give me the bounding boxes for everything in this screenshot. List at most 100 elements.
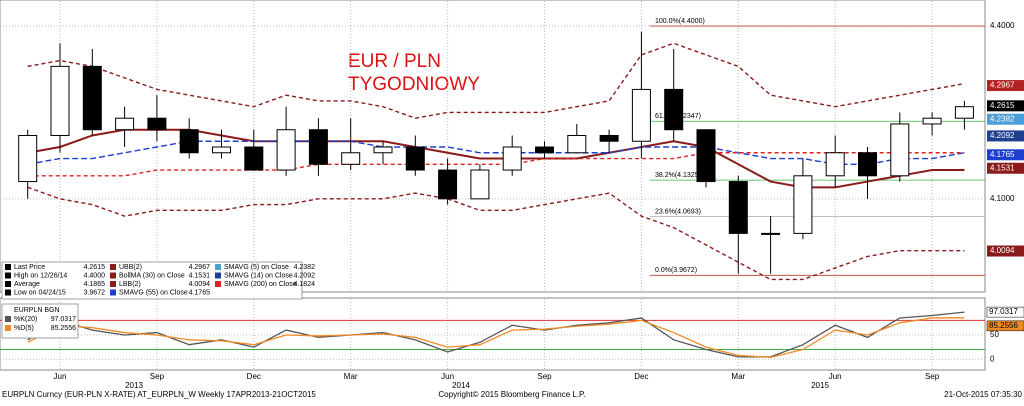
footer-right: 21-Oct-2015 07:35:30 bbox=[944, 390, 1022, 399]
legend-value: 4.2092 bbox=[294, 272, 316, 279]
legend-name: %K(20) bbox=[14, 316, 37, 323]
candle-body bbox=[922, 117, 942, 125]
candle-body bbox=[276, 129, 296, 171]
candle-body bbox=[502, 146, 522, 171]
fib-label: 100.0%(4.4000) bbox=[655, 18, 705, 25]
x-tick-label: Jun bbox=[829, 372, 842, 381]
annotation: EUR / PLN bbox=[348, 51, 441, 72]
legend-value: 4.1865 bbox=[84, 281, 106, 288]
x-tick-label: Jun bbox=[441, 372, 454, 381]
legend-swatch bbox=[5, 272, 11, 279]
price-tag-label: 4.1531 bbox=[990, 163, 1015, 172]
candle-body bbox=[761, 232, 781, 235]
price-tag-label: 4.2615 bbox=[990, 101, 1015, 110]
value-tag-label: 85.2556 bbox=[989, 321, 1018, 330]
candle-body bbox=[793, 175, 813, 234]
legend-swatch bbox=[215, 264, 221, 270]
candle-body bbox=[405, 146, 425, 171]
value-tag bbox=[986, 320, 1024, 332]
candle-body bbox=[599, 134, 619, 142]
legend-swatch bbox=[5, 289, 11, 296]
candle-body bbox=[179, 129, 199, 154]
legend-swatch bbox=[110, 264, 116, 270]
candle-body bbox=[82, 65, 102, 131]
annotation: TYGODNIOWY bbox=[348, 74, 480, 95]
x-tick-label: Mar bbox=[344, 372, 358, 381]
y-tick-label: 4.1000 bbox=[990, 194, 1015, 203]
legend-swatch bbox=[5, 316, 11, 322]
x-tick-label: Sep bbox=[537, 372, 552, 381]
candle-body bbox=[954, 106, 974, 119]
price-tag-label: 4.2092 bbox=[990, 131, 1015, 140]
indicator-line bbox=[27, 186, 965, 281]
candle-body bbox=[438, 169, 458, 200]
year-label: 2013 bbox=[125, 381, 143, 390]
candle-body bbox=[567, 134, 587, 154]
price-tag bbox=[987, 100, 1024, 112]
indicator-line bbox=[27, 152, 965, 177]
legend-name: High on 12/26/14 bbox=[14, 272, 67, 279]
stochastic-line bbox=[27, 317, 965, 358]
legend-name: Low on 04/24/15 bbox=[14, 289, 66, 296]
legend-name: %D(5) bbox=[14, 325, 34, 332]
legend-swatch bbox=[5, 281, 11, 287]
candle-body bbox=[470, 169, 490, 200]
y-tick-label: 50 bbox=[990, 330, 999, 339]
price-tag bbox=[987, 162, 1024, 174]
footer-center: Copyright© 2015 Bloomberg Finance L.P. bbox=[438, 390, 585, 399]
x-tick-label: Sep bbox=[150, 372, 165, 381]
legend-swatch bbox=[110, 289, 116, 296]
price-tag bbox=[987, 245, 1024, 257]
price-tag bbox=[987, 149, 1024, 161]
candle-body bbox=[696, 129, 716, 183]
candle-body bbox=[631, 88, 651, 142]
price-tag-label: 4.1765 bbox=[990, 150, 1015, 159]
candle-body bbox=[825, 152, 845, 177]
x-tick-label: Jun bbox=[54, 372, 67, 381]
candle-body bbox=[341, 152, 361, 165]
price-tag-label: 4.2967 bbox=[990, 81, 1015, 90]
legend-swatch bbox=[5, 325, 11, 331]
value-tag-label: 97.0317 bbox=[989, 307, 1018, 316]
candle-body bbox=[147, 117, 167, 131]
legend-swatch bbox=[215, 281, 221, 287]
legend-value: 4.1531 bbox=[189, 272, 211, 279]
price-tag-label: 4.0094 bbox=[990, 246, 1015, 255]
legend-name: SMAVG (55) on Close bbox=[119, 289, 188, 296]
candle-body bbox=[50, 65, 70, 136]
price-tag bbox=[987, 130, 1024, 142]
candle-body bbox=[244, 146, 264, 171]
indicator-line bbox=[27, 42, 965, 119]
legend-value: 4.1765 bbox=[189, 289, 211, 296]
x-tick-label: Mar bbox=[731, 372, 745, 381]
fib-label: 23.6%(4.0693) bbox=[655, 208, 701, 215]
legend-swatch bbox=[110, 272, 116, 279]
legend-name: BollMA (30) on Close bbox=[119, 272, 185, 279]
legend-value: 3.9672 bbox=[84, 289, 106, 296]
candle-body bbox=[535, 146, 554, 154]
legend-swatch bbox=[110, 281, 116, 287]
price-tag bbox=[987, 113, 1024, 125]
x-tick-label: Sep bbox=[925, 372, 940, 381]
candle-body bbox=[18, 134, 38, 183]
price-tag-label: 4.2382 bbox=[990, 114, 1015, 123]
legend-value: 4.1824 bbox=[294, 281, 316, 288]
candle-body bbox=[308, 129, 328, 165]
legend-name: SMAVG (5) on Close bbox=[224, 264, 289, 271]
legend-name: Average bbox=[14, 281, 40, 288]
value-tag bbox=[986, 306, 1024, 318]
legend-name: Last Price bbox=[14, 264, 45, 271]
legend-value: 4.4000 bbox=[84, 272, 106, 279]
candle-body bbox=[373, 146, 393, 154]
year-label: 2014 bbox=[452, 381, 470, 390]
legend-box bbox=[1, 261, 303, 300]
candle-body bbox=[115, 117, 135, 131]
legend-value: 4.0094 bbox=[189, 281, 211, 288]
candle-body bbox=[890, 123, 910, 177]
legend-name: SMAVG (14) on Close bbox=[224, 272, 293, 279]
x-tick-label: Dec bbox=[247, 372, 261, 381]
legend-name: UBB(2) bbox=[119, 264, 142, 271]
candle-body bbox=[664, 88, 684, 131]
